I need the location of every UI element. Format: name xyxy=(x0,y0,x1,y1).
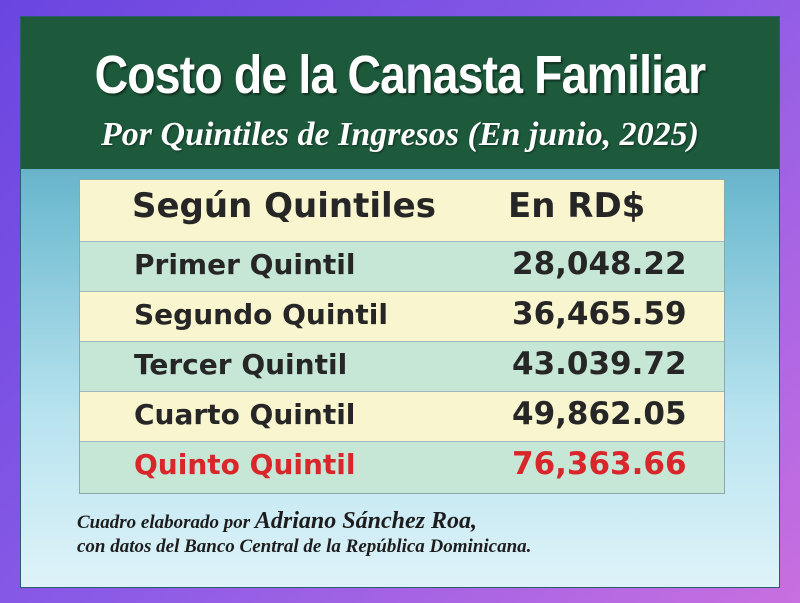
table-row: Tercer Quintil 43.039.72 xyxy=(80,342,724,392)
row-value: 43.039.72 xyxy=(512,346,687,382)
column-header-quintiles: Según Quintiles xyxy=(132,186,436,226)
row-value: 36,465.59 xyxy=(512,296,687,332)
table-row: Segundo Quintil 36,465.59 xyxy=(80,292,724,342)
row-label: Quinto Quintil xyxy=(134,448,356,481)
infographic-card: Costo de la Canasta Familiar Por Quintil… xyxy=(20,16,780,588)
row-label: Primer Quintil xyxy=(134,248,356,281)
row-label: Segundo Quintil xyxy=(134,298,388,331)
footnote-prefix: Cuadro elaborado por xyxy=(77,512,255,533)
table-row: Cuarto Quintil 49,862.05 xyxy=(80,392,724,442)
row-label: Cuarto Quintil xyxy=(134,398,356,431)
table-header-row: Según Quintiles En RD$ xyxy=(80,180,724,242)
source-footnote: Cuadro elaborado por Adriano Sánchez Roa… xyxy=(77,509,531,559)
page-title: Costo de la Canasta Familiar xyxy=(94,45,707,105)
footnote-author: Adriano Sánchez Roa, xyxy=(254,508,477,534)
quintile-table: Según Quintiles En RD$ Primer Quintil 28… xyxy=(79,179,725,494)
row-value: 28,048.22 xyxy=(512,246,687,282)
footnote-line-2: con datos del Banco Central de la Repúbl… xyxy=(77,536,532,557)
table-row: Primer Quintil 28,048.22 xyxy=(80,242,724,292)
column-header-amount: En RD$ xyxy=(508,186,646,226)
page-subtitle: Por Quintiles de Ingresos (En junio, 202… xyxy=(101,116,699,153)
footnote-line-1: Cuadro elaborado por Adriano Sánchez Roa… xyxy=(77,509,531,535)
row-value: 49,862.05 xyxy=(512,396,687,432)
header-banner: Costo de la Canasta Familiar Por Quintil… xyxy=(21,17,779,169)
row-value: 76,363.66 xyxy=(512,446,687,482)
row-label: Tercer Quintil xyxy=(134,348,348,381)
table-row-highlight: Quinto Quintil 76,363.66 xyxy=(80,442,724,493)
